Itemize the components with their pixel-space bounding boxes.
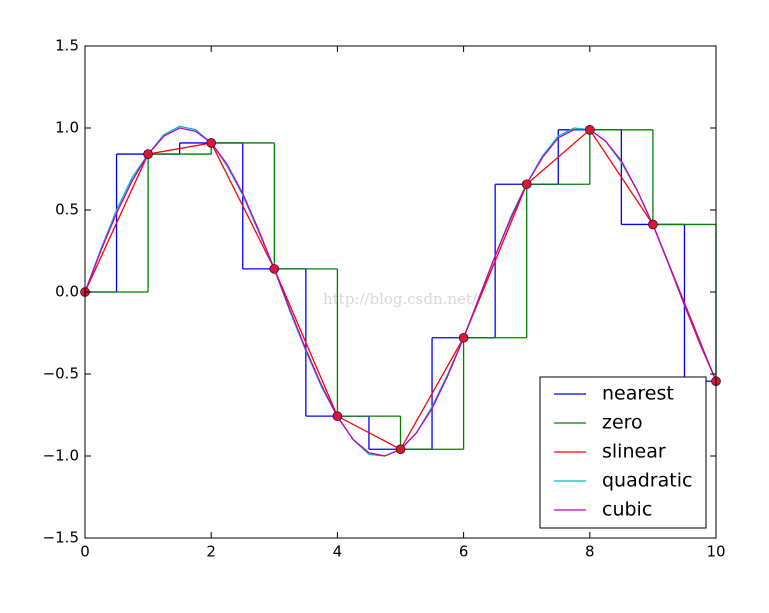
- data-point: [143, 149, 153, 159]
- y-tick-label: −0.5: [43, 365, 79, 383]
- y-tick-label: 0.0: [55, 283, 79, 301]
- data-point: [395, 444, 406, 455]
- data-point: [206, 138, 216, 148]
- y-tick-label: 0.5: [55, 201, 79, 219]
- x-tick-label: 0: [80, 543, 90, 561]
- x-tick-label: 8: [585, 543, 595, 561]
- y-tick-label: −1.0: [43, 447, 79, 465]
- legend-label: zero: [602, 412, 643, 434]
- data-point: [521, 179, 532, 190]
- data-point: [332, 411, 343, 421]
- legend-label: quadratic: [602, 470, 692, 492]
- y-tick-label: 1.0: [55, 119, 79, 137]
- legend-label: nearest: [602, 383, 674, 405]
- legend: nearest zero slinear quadratic cubic: [539, 376, 707, 529]
- legend-label: cubic: [602, 499, 652, 521]
- x-tick-label: 10: [706, 543, 725, 561]
- y-tick-label: 1.5: [55, 37, 79, 55]
- data-point: [458, 332, 469, 343]
- x-tick-label: 6: [459, 543, 469, 561]
- watermark: http://blog.csdn.net/: [323, 290, 478, 308]
- legend-label: slinear: [602, 441, 666, 463]
- y-tick-label: −1.5: [43, 529, 79, 547]
- data-point: [584, 125, 595, 135]
- plot-area: [80, 125, 721, 457]
- data-point: [648, 219, 658, 230]
- data-point: [269, 264, 280, 274]
- x-tick-label: 4: [333, 543, 343, 561]
- x-tick-label: 2: [206, 543, 216, 561]
